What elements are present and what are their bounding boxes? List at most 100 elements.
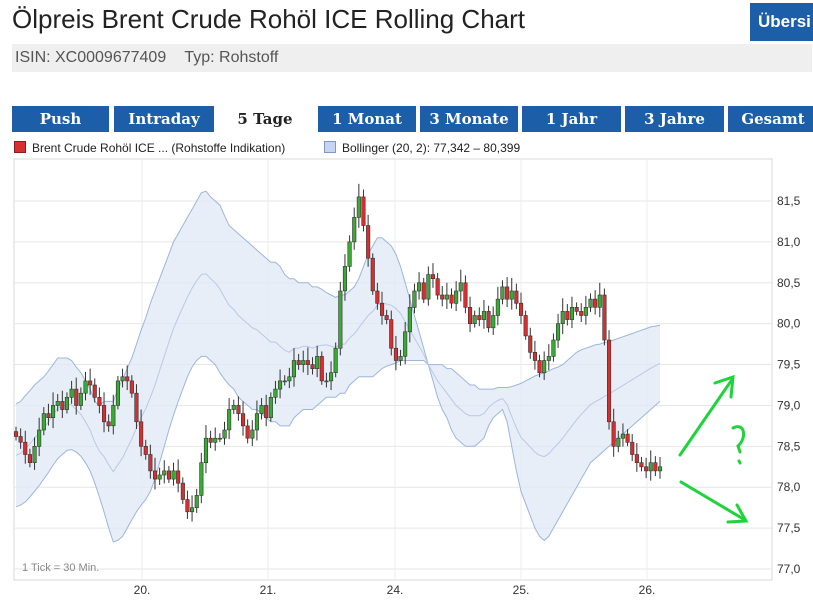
candle-down — [134, 392, 139, 423]
tab-gesamt[interactable]: Gesamt — [728, 106, 813, 132]
candle-down — [180, 482, 185, 500]
candle-down — [574, 306, 579, 312]
candle-up — [407, 306, 412, 333]
candle-down — [14, 431, 19, 437]
bollinger-fill — [16, 191, 660, 542]
candle-down — [236, 405, 241, 414]
candle-up — [213, 437, 218, 443]
candle-down — [528, 335, 533, 353]
x-axis-labels: 20. 21. 24. 25. 26. — [134, 583, 656, 597]
down-arrow-line — [679, 480, 747, 522]
candle-down — [634, 454, 639, 463]
question-mark-dot — [737, 459, 742, 465]
candle-down — [440, 294, 445, 300]
up-arrow-line — [678, 379, 733, 457]
candle-up — [217, 437, 222, 440]
tab-push[interactable]: Push — [12, 106, 109, 132]
candle-up — [500, 286, 505, 300]
candle-up — [250, 429, 255, 439]
candle-down — [319, 356, 324, 382]
candle-down — [361, 196, 366, 226]
up-arrow-head — [713, 374, 735, 399]
candle-down — [606, 339, 612, 423]
tab-1-monat[interactable]: 1 Monat — [318, 106, 416, 132]
candle-up — [551, 339, 556, 357]
candle-down — [518, 302, 524, 316]
candle-up — [569, 306, 575, 320]
candle-down — [630, 441, 635, 455]
candle-up — [254, 413, 259, 431]
candle-up — [491, 315, 496, 329]
candle-down — [435, 278, 440, 296]
candle-down — [593, 298, 598, 308]
candle-down — [143, 445, 148, 455]
y-tick-label: 78,0 — [777, 480, 801, 494]
candle-down — [92, 384, 97, 398]
candle-up — [194, 495, 199, 508]
candle-up — [231, 405, 236, 410]
candle-down — [379, 302, 385, 316]
candle-up — [472, 315, 477, 324]
legend-price-label: Brent Crude Rohöl ICE ... (Rohstoffe Ind… — [32, 141, 286, 155]
tick-note: 1 Tick = 30 Min. — [22, 562, 99, 574]
candle-down — [166, 470, 171, 480]
candle-up — [273, 388, 278, 398]
candle-up — [120, 376, 125, 382]
candle-up — [398, 356, 403, 361]
instrument-info-bar: ISIN: XC0009677409 Typ: Rohstoff — [12, 44, 812, 72]
candle-up — [648, 462, 653, 472]
candle-down — [486, 311, 491, 329]
candle-up — [277, 380, 283, 390]
candle-up — [403, 331, 408, 357]
candle-down — [27, 454, 33, 463]
candle-down — [602, 294, 607, 341]
candle-up — [203, 437, 208, 464]
x-tick-label: 24. — [387, 583, 404, 597]
tab-intraday[interactable]: Intraday — [114, 106, 214, 132]
candle-up — [338, 290, 343, 349]
candle-up — [333, 347, 338, 374]
candle-up — [588, 298, 593, 308]
candle-down — [639, 462, 644, 468]
candle-up — [495, 298, 500, 316]
candle-up — [162, 470, 167, 476]
candle-down — [463, 282, 468, 308]
tab-5-tage[interactable]: 5 Tage — [217, 106, 313, 132]
candle-up — [78, 392, 83, 406]
candle-up — [171, 470, 176, 480]
tab-1-jahr[interactable]: 1 Jahr — [522, 106, 621, 132]
candle-down — [139, 421, 144, 447]
x-tick-label: 26. — [639, 583, 656, 597]
page-title: Ölpreis Brent Crude Rohöl ICE Rolling Ch… — [12, 4, 525, 34]
y-tick-label: 77,5 — [777, 521, 801, 535]
candle-down — [153, 470, 158, 480]
candle-down — [18, 436, 23, 443]
candle-down — [208, 437, 213, 443]
isin-label: ISIN: XC0009677409 — [15, 49, 167, 66]
candle-down — [60, 401, 65, 410]
x-tick-label: 21. — [260, 583, 277, 597]
bollinger-lower-line — [15, 324, 661, 543]
candle-up — [509, 290, 514, 300]
candle-down — [148, 454, 153, 472]
candle-up — [301, 360, 306, 365]
tab-3-jahre[interactable]: 3 Jahre — [625, 106, 724, 132]
y-tick-label: 81,5 — [777, 194, 801, 208]
candle-up — [227, 409, 232, 431]
legend-price-swatch — [14, 141, 26, 153]
candle-up — [282, 380, 287, 383]
x-tick-label: 20. — [134, 583, 151, 597]
candle-down — [125, 376, 130, 382]
type-label: Typ: Rohstoff — [184, 49, 279, 66]
candle-down — [370, 257, 375, 292]
timeframe-tabs: Push Intraday 5 Tage 1 Monat 3 Monate 1 … — [12, 106, 813, 132]
candle-up — [41, 413, 46, 431]
candle-down — [579, 311, 584, 316]
candle-down — [421, 282, 426, 300]
overview-button[interactable]: Übersi — [750, 3, 813, 41]
tab-3-monate[interactable]: 3 Monate — [420, 106, 518, 132]
candle-up — [458, 282, 463, 292]
y-tick-label: 77,0 — [777, 562, 801, 576]
candle-up — [444, 294, 449, 300]
